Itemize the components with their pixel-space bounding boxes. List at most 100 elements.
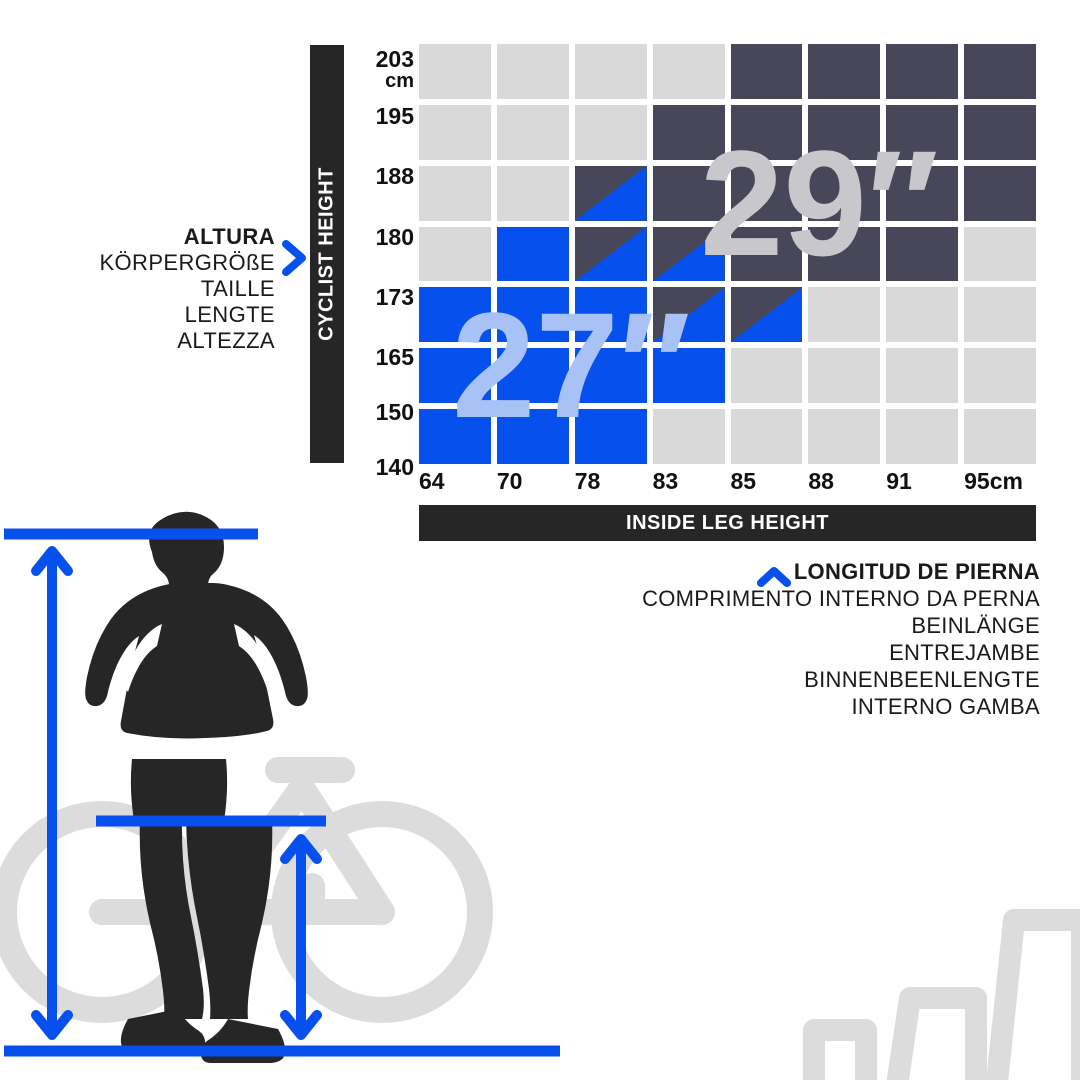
matrix-cell	[808, 44, 881, 99]
matrix-cell	[886, 165, 959, 221]
cyclist-height-axis-title: CYCLIST HEIGHT	[315, 167, 338, 341]
measurement-reference-lines	[4, 528, 560, 1057]
matrix-cell	[496, 409, 569, 464]
matrix-cell	[496, 226, 569, 282]
chevron-right-icon	[282, 240, 306, 276]
matrix-cell	[574, 287, 647, 343]
matrix-cell	[652, 226, 725, 282]
matrix-cell	[886, 287, 959, 343]
matrix-cell	[419, 165, 491, 221]
leg-label-fr: ENTREJAMBE	[889, 640, 1040, 665]
height-label-nl: LENGTE	[184, 302, 275, 327]
matrix-cell	[964, 165, 1036, 221]
height-label-primary: ALTURA	[183, 224, 275, 249]
matrix-cell	[574, 226, 647, 282]
matrix-cell	[730, 226, 803, 282]
matrix-cell	[808, 348, 881, 404]
inside-leg-height-axis-title: INSIDE LEG HEIGHT	[626, 511, 829, 534]
x-tick-78: 78	[574, 468, 601, 494]
matrix-cell	[574, 409, 647, 464]
y-tick-203-value: 203	[375, 46, 414, 72]
matrix-cell	[419, 348, 491, 404]
matrix-cell	[419, 226, 491, 282]
height-label-fr: TAILLE	[200, 276, 275, 301]
matrix-cell	[964, 348, 1036, 404]
y-tick-180: 180	[375, 224, 414, 250]
matrix-cell	[808, 104, 881, 160]
matrix-cell	[886, 348, 959, 404]
matrix-cell	[730, 44, 803, 99]
y-tick-150: 150	[375, 399, 414, 425]
matrix-cell	[964, 287, 1036, 343]
leg-label-it: INTERNO GAMBA	[851, 694, 1040, 719]
cyclist-height-arrow	[31, 546, 73, 1040]
matrix-cell	[964, 104, 1036, 160]
matrix-cell	[808, 226, 881, 282]
person-silhouette-icon	[85, 511, 308, 1063]
y-tick-140: 140	[375, 454, 414, 480]
matrix-cell	[496, 287, 569, 343]
matrix-cell	[886, 44, 959, 99]
inside-leg-height-axis-band: INSIDE LEG HEIGHT	[419, 505, 1036, 541]
matrix-cell	[419, 287, 491, 343]
x-tick-64: 64	[419, 468, 445, 494]
matrix-cell	[496, 165, 569, 221]
matrix-cell	[496, 44, 569, 99]
inside-leg-label-group: LONGITUD DE PIERNA COMPRIMENTO INTERNO D…	[600, 558, 1040, 720]
matrix-cell	[574, 104, 647, 160]
matrix-cell	[652, 287, 725, 343]
matrix-cell	[808, 287, 881, 343]
y-tick-165: 165	[375, 344, 414, 370]
height-label-it: ALTEZZA	[177, 328, 275, 353]
leg-label-nl: BINNENBEENLENGTE	[804, 667, 1040, 692]
matrix-cell	[419, 44, 491, 99]
leg-label-de: BEINLÄNGE	[911, 613, 1040, 638]
matrix-cell	[730, 165, 803, 221]
chevron-up-icon	[757, 567, 791, 587]
y-tick-203: 203 cm	[352, 46, 414, 92]
matrix-cell	[574, 44, 647, 99]
cyclist-height-axis-band: CYCLIST HEIGHT	[310, 45, 344, 463]
wheel-size-matrix	[419, 44, 1036, 464]
matrix-cell	[496, 104, 569, 160]
matrix-cell	[886, 409, 959, 464]
x-tick-85: 85	[730, 468, 757, 494]
matrix-cell	[652, 165, 725, 221]
y-tick-173: 173	[375, 284, 414, 310]
x-tick-95cm: 95cm	[964, 468, 1023, 494]
matrix-cell	[886, 104, 959, 160]
matrix-cell	[652, 104, 725, 160]
matrix-cell	[652, 348, 725, 404]
mountain-chart-watermark-icon	[803, 909, 1080, 1080]
matrix-cell	[964, 44, 1036, 99]
matrix-cell	[419, 409, 491, 464]
matrix-cell	[730, 104, 803, 160]
cyclist-height-label-group: ALTURA KÖRPERGRÖßE TAILLE LENGTE ALTEZZA	[60, 224, 275, 354]
matrix-cell	[886, 226, 959, 282]
x-tick-91: 91	[886, 468, 912, 494]
matrix-cell	[730, 348, 803, 404]
matrix-cell	[652, 44, 725, 99]
matrix-cell	[964, 409, 1036, 464]
matrix-cell	[652, 409, 725, 464]
y-tick-195: 195	[375, 103, 414, 129]
cyclist-measurement-diagram	[4, 511, 560, 1063]
x-axis-tick-group: 64 70 78 83 85 88 91 95cm	[419, 468, 1036, 502]
matrix-cell	[496, 348, 569, 404]
leg-label-pt: COMPRIMENTO INTERNO DA PERNA	[642, 586, 1040, 611]
height-label-de: KÖRPERGRÖßE	[99, 250, 275, 275]
x-tick-83: 83	[652, 468, 679, 494]
matrix-cell	[574, 165, 647, 221]
matrix-cell	[808, 165, 881, 221]
x-tick-70: 70	[496, 468, 523, 494]
x-tick-88: 88	[808, 468, 834, 494]
matrix-cell	[419, 104, 491, 160]
matrix-cell	[730, 409, 803, 464]
matrix-cell	[730, 287, 803, 343]
y-tick-188: 188	[375, 163, 414, 189]
leg-label-primary: LONGITUD DE PIERNA	[793, 559, 1040, 584]
y-axis-unit: cm	[385, 70, 414, 92]
matrix-cell	[964, 226, 1036, 282]
inside-leg-height-arrow	[280, 834, 322, 1040]
